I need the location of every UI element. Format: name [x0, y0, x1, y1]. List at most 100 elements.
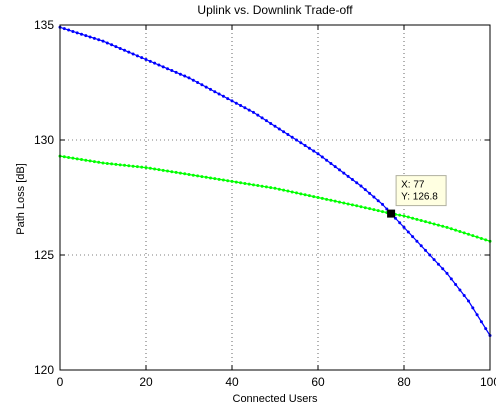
series-2-point: [92, 160, 96, 164]
series-1-point: [406, 230, 410, 234]
series-2-point: [252, 183, 255, 187]
series-2-point: [329, 198, 333, 202]
series-1-point: [475, 313, 479, 317]
series-2-point: [144, 166, 148, 170]
series-2-point: [161, 168, 165, 172]
series-2-point: [406, 215, 410, 219]
datatip-x-label: X: 77: [401, 180, 425, 191]
axes-box: [59, 24, 491, 371]
series-2-point: [123, 163, 126, 167]
series-2-point: [415, 217, 419, 221]
series-2-point: [290, 190, 294, 194]
series-2-point: [264, 185, 268, 189]
series-1-point: [441, 267, 445, 271]
series-2-point: [239, 181, 243, 185]
series-1-point: [316, 152, 320, 156]
series-2-point: [110, 162, 114, 166]
series-2-point: [131, 164, 135, 168]
series-2-point: [307, 194, 311, 198]
series-2-point: [449, 227, 453, 231]
series-1-point: [217, 92, 221, 96]
x-tick-label: 100: [480, 375, 496, 389]
x-tick-label: 0: [57, 375, 64, 389]
series-1-point: [110, 43, 114, 47]
series-2-point: [88, 159, 92, 163]
series-2-point: [230, 179, 234, 183]
series-1-point: [424, 248, 427, 252]
series-1-point: [350, 178, 354, 182]
series-1-point: [398, 221, 402, 225]
series-2-point: [432, 222, 436, 226]
series-2-point: [368, 207, 372, 211]
series-2-point: [127, 164, 131, 168]
series-2-point: [342, 201, 346, 205]
series-2-point: [376, 209, 380, 213]
series-2-point: [320, 196, 324, 200]
series-1-point: [170, 69, 174, 73]
series-1-point: [355, 181, 359, 185]
series-1-point: [333, 165, 337, 169]
series-1-point: [363, 188, 367, 192]
series-2-point: [454, 228, 458, 232]
series-1-point: [419, 244, 423, 248]
series-2-point: [398, 213, 402, 217]
series-2-point: [105, 161, 109, 165]
series-1-point: [92, 36, 96, 40]
series-1-point: [247, 108, 251, 112]
series-1-point: [445, 271, 449, 275]
series-2-point: [148, 166, 152, 170]
series-1-point: [372, 195, 376, 199]
series-1-point: [467, 299, 470, 303]
y-tick-label: 125: [34, 248, 54, 262]
series-2-point: [312, 195, 316, 199]
series-1-point: [458, 288, 462, 292]
series-2-point: [243, 181, 247, 185]
series-2-point: [419, 219, 423, 222]
series-1-point: [299, 141, 303, 145]
series-1-point: [256, 113, 260, 117]
series-2-point: [75, 157, 79, 161]
series-1-point: [144, 58, 148, 61]
series-2-point: [428, 221, 432, 225]
x-tick-label: 80: [397, 375, 411, 389]
series-1-point: [114, 45, 118, 49]
series-1-point: [290, 135, 294, 139]
series-1-point: [187, 76, 191, 80]
series-1-point: [213, 90, 217, 94]
series-2-point: [97, 160, 101, 164]
series-1-point: [174, 70, 178, 74]
datatip-marker: [387, 209, 396, 218]
series-1-point: [131, 52, 135, 56]
series-1-point: [454, 282, 458, 286]
series-2-point: [191, 173, 195, 177]
series-1-point: [105, 41, 109, 45]
series-2-point: [196, 174, 200, 178]
series-2-point: [226, 179, 230, 183]
series-1-point: [376, 199, 380, 203]
series-1-point: [243, 106, 247, 110]
series-2-point: [350, 203, 354, 207]
series-1-point: [84, 34, 88, 38]
plot-area: 0 20 40 60 80 100 120 125 130 135 X: 77Y: 126.8: [34, 18, 496, 389]
series-1-point: [97, 38, 101, 42]
series-1-point: [75, 31, 79, 35]
series-2-point: [325, 197, 329, 201]
series-2-point: [286, 189, 290, 193]
series-1-point: [80, 32, 83, 36]
series-1-point: [221, 94, 225, 98]
series-2-point: [200, 175, 204, 179]
datatip-y-label: Y: 126.8: [401, 192, 438, 203]
series-1-point: [161, 65, 165, 69]
series-2-point: [277, 187, 281, 191]
series-1-point: [346, 174, 350, 178]
y-tick-label: 130: [34, 133, 54, 147]
series-2-point: [467, 232, 470, 236]
series-1-point: [71, 29, 75, 33]
series-1-point: [135, 54, 139, 58]
series-2-point: [140, 165, 144, 169]
series-1-point: [295, 138, 298, 142]
series-2-point: [62, 155, 66, 159]
series-2-point: [381, 210, 384, 214]
x-axis-label: Connected Users: [233, 393, 318, 405]
series-1-point: [449, 277, 453, 281]
